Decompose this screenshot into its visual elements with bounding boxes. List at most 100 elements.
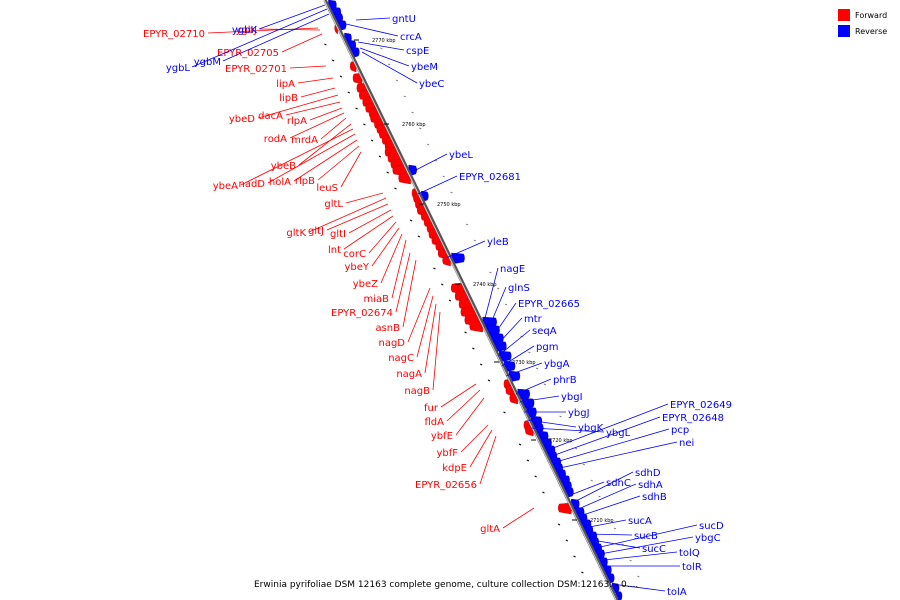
forward-gene-label[interactable]: ybfF: [436, 448, 458, 459]
reverse-gene-label[interactable]: glnS: [508, 283, 530, 294]
reverse-gene-label[interactable]: cspE: [406, 46, 429, 57]
reverse-gene-label[interactable]: pcp: [671, 425, 689, 436]
forward-gene-label[interactable]: nagB: [404, 386, 430, 397]
forward-gene-label[interactable]: rodA: [264, 134, 287, 145]
forward-gene-label[interactable]: nagD: [378, 338, 405, 349]
reverse-gene-label[interactable]: ybgL: [606, 428, 631, 439]
forward-gene-label[interactable]: holA: [269, 177, 291, 188]
reverse-gene-block[interactable]: [499, 350, 512, 363]
forward-gene-label[interactable]: corC: [343, 249, 366, 260]
reverse-gene-label[interactable]: ybgC: [695, 533, 721, 544]
forward-gene-label[interactable]: ybeY: [344, 262, 369, 273]
forward-gene-label[interactable]: ybeA: [213, 181, 238, 192]
forward-gene-label[interactable]: nagA: [396, 369, 422, 380]
reverse-gene-label[interactable]: ygbM: [194, 57, 221, 68]
forward-gene-label[interactable]: nagC: [388, 353, 414, 364]
forward-gene-label[interactable]: gltK: [286, 228, 306, 239]
forward-gene-block[interactable]: [392, 164, 407, 177]
forward-gene-label[interactable]: lipB: [279, 93, 298, 104]
forward-gene-label[interactable]: gltI: [330, 229, 346, 240]
reverse-gene-label[interactable]: sucD: [699, 521, 724, 532]
forward-gene-label[interactable]: miaB: [363, 294, 389, 305]
reverse-gene-label[interactable]: ygbL: [166, 63, 191, 74]
forward-label-leader: [298, 123, 352, 166]
forward-gene-label[interactable]: lnt: [328, 245, 341, 256]
forward-gene-label[interactable]: asnB: [375, 323, 400, 334]
forward-gene-label[interactable]: EPYR_02705: [217, 48, 279, 59]
marker-dash: [394, 187, 397, 190]
reverse-gene-label[interactable]: nei: [679, 438, 694, 449]
reverse-gene-label[interactable]: ybgI: [561, 392, 583, 403]
reverse-gene-label[interactable]: ybgJ: [568, 408, 590, 419]
forward-gene-label[interactable]: gltL: [324, 199, 343, 210]
reverse-gene-label[interactable]: ybeM: [411, 62, 438, 73]
forward-gene-label[interactable]: kdpE: [442, 463, 467, 474]
reverse-gene-label[interactable]: ybeC: [419, 79, 444, 90]
reverse-label-leader: [417, 175, 458, 195]
forward-gene-block[interactable]: [454, 290, 469, 303]
reverse-gene-label[interactable]: phrB: [553, 375, 577, 386]
forward-gene-label[interactable]: ybeZ: [353, 279, 378, 290]
forward-gene-block[interactable]: [460, 306, 477, 319]
reverse-gene-label[interactable]: EPYR_02648: [662, 413, 724, 424]
reverse-gene-label[interactable]: sucA: [628, 516, 652, 527]
forward-gene-label[interactable]: rlpA: [287, 116, 307, 127]
forward-gene-block[interactable]: [458, 298, 473, 311]
reverse-gene-label[interactable]: tolA: [667, 587, 687, 598]
reverse-label-leader: [515, 378, 552, 395]
forward-gene-block[interactable]: [558, 502, 572, 515]
forward-gene-label[interactable]: rlpB: [295, 176, 315, 187]
forward-gene-label[interactable]: leuS: [316, 183, 338, 194]
reverse-gene-label[interactable]: tolR: [682, 562, 702, 573]
forward-gene-block[interactable]: [398, 172, 411, 185]
reverse-gene-block[interactable]: [451, 252, 465, 265]
reverse-gene-block[interactable]: [521, 397, 535, 410]
reverse-gene-label[interactable]: sdhC: [606, 478, 631, 489]
marker-dash: [629, 559, 632, 562]
reverse-gene-label[interactable]: crcA: [400, 32, 422, 43]
forward-gene-label[interactable]: mrdA: [291, 135, 318, 146]
forward-gene-label[interactable]: EPYR_02701: [225, 64, 287, 75]
forward-label-leader: [240, 128, 354, 186]
forward-gene-block[interactable]: [450, 282, 465, 295]
legend-reverse-label: Reverse: [855, 27, 887, 36]
forward-gene-label[interactable]: ybfE: [431, 431, 453, 442]
reverse-gene-label[interactable]: yleB: [487, 237, 509, 248]
reverse-gene-label[interactable]: ybgA: [544, 359, 570, 370]
forward-gene-label[interactable]: gltJ: [308, 226, 324, 237]
reverse-gene-label[interactable]: sdhA: [638, 480, 663, 491]
forward-gene-label[interactable]: ybeB: [271, 161, 296, 172]
forward-gene-label[interactable]: ygbJ: [235, 25, 257, 36]
forward-gene-block[interactable]: [352, 72, 363, 85]
forward-gene-label[interactable]: nadD: [238, 179, 265, 190]
forward-gene-label[interactable]: EPYR_02674: [331, 308, 393, 319]
reverse-gene-label[interactable]: EPYR_02665: [518, 299, 580, 310]
forward-gene-label[interactable]: EPYR_02710: [143, 29, 205, 40]
reverse-gene-label[interactable]: mtr: [524, 314, 543, 325]
forward-gene-block[interactable]: [469, 320, 483, 333]
reverse-gene-label[interactable]: sucC: [642, 544, 666, 555]
reverse-gene-label[interactable]: tolQ: [679, 548, 700, 559]
reverse-gene-label[interactable]: sdhB: [642, 492, 667, 503]
reverse-gene-label[interactable]: EPYR_02681: [459, 172, 521, 183]
reverse-gene-label[interactable]: pgm: [536, 342, 558, 353]
forward-gene-label[interactable]: fldA: [425, 417, 445, 428]
forward-gene-label[interactable]: EPYR_02656: [415, 480, 477, 491]
forward-gene-label[interactable]: fur: [424, 403, 439, 414]
reverse-gene-label[interactable]: gntU: [392, 14, 416, 25]
forward-label-leader: [308, 197, 387, 233]
reverse-gene-label[interactable]: EPYR_02649: [670, 400, 732, 411]
forward-gene-label[interactable]: ybeD: [229, 114, 255, 125]
forward-gene-label[interactable]: gltA: [480, 524, 500, 535]
forward-gene-label[interactable]: dacA: [258, 111, 283, 122]
marker-dash: [331, 59, 335, 62]
reverse-gene-label[interactable]: sdhD: [635, 468, 661, 479]
reverse-gene-label[interactable]: ygbK: [232, 25, 258, 36]
reverse-gene-label[interactable]: nagE: [500, 264, 525, 275]
marker-dash: [388, 63, 391, 66]
reverse-gene-label[interactable]: seqA: [532, 326, 557, 337]
reverse-gene-label[interactable]: ybeL: [449, 150, 473, 161]
forward-gene-label[interactable]: lipA: [276, 79, 295, 90]
reverse-gene-block[interactable]: [503, 360, 516, 373]
reverse-gene-label[interactable]: ybgK: [578, 423, 604, 434]
